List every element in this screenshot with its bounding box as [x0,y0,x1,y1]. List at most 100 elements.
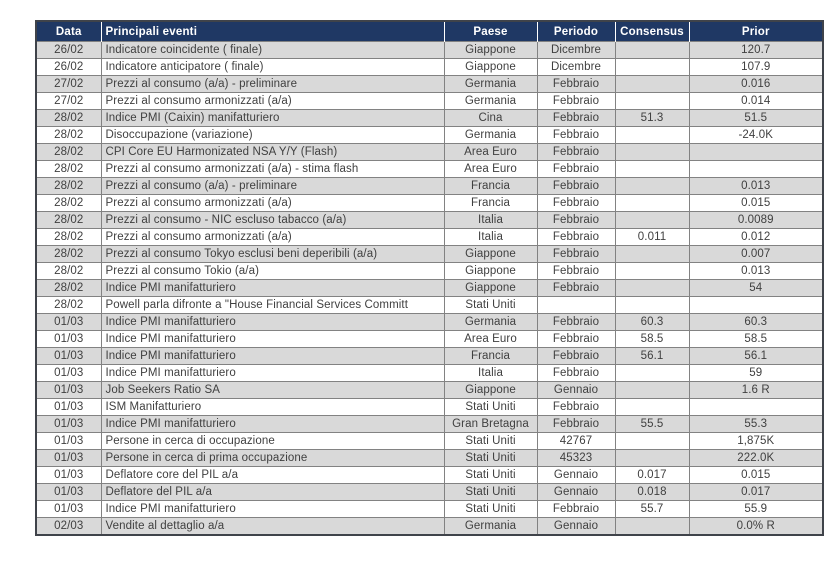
table-row: 27/02 Prezzi al consumo armonizzati (a/a… [35,92,824,110]
cell-event: Prezzi al consumo armonizzati (a/a) [100,92,445,110]
cell-country: Italia [443,211,538,229]
cell-event: Prezzi al consumo armonizzati (a/a) [100,228,445,246]
cell-consensus: 55.7 [614,500,690,518]
cell-date: 01/03 [35,381,102,399]
table-row: 01/03 Indice PMI manifatturiero Germania… [35,313,824,331]
cell-consensus [614,449,690,467]
cell-prior: 0.013 [688,262,824,280]
cell-period: Gennaio [536,517,616,536]
cell-period: Dicembre [536,58,616,76]
cell-prior: 55.9 [688,500,824,518]
cell-event: Prezzi al consumo (a/a) - preliminare [100,75,445,93]
cell-date: 28/02 [35,194,102,212]
table-row: 28/02 Prezzi al consumo armonizzati (a/a… [35,228,824,246]
cell-period: Febbraio [536,194,616,212]
cell-event: Powell parla difronte a "House Financial… [100,296,445,314]
cell-date: 28/02 [35,296,102,314]
cell-prior: 54 [688,279,824,297]
cell-date: 28/02 [35,228,102,246]
cell-country: Giappone [443,262,538,280]
cell-consensus [614,517,690,536]
cell-date: 02/03 [35,517,102,536]
economic-calendar-table: Data Principali eventi Paese Periodo Con… [35,20,824,536]
cell-country: Giappone [443,41,538,59]
cell-prior: 0.0% R [688,517,824,536]
col-header-consensus: Consensus [615,21,690,42]
cell-event: Job Seekers Ratio SA [100,381,445,399]
cell-country: Area Euro [443,160,538,178]
cell-period: Dicembre [536,41,616,59]
cell-country: Germania [443,126,538,144]
cell-country: Italia [443,228,538,246]
cell-date: 01/03 [35,347,102,365]
cell-prior: 55.3 [688,415,824,433]
cell-period: Febbraio [536,211,616,229]
cell-event: Indice PMI manifatturiero [100,313,445,331]
cell-period: Febbraio [536,330,616,348]
cell-period: 42767 [536,432,616,450]
cell-consensus: 55.5 [614,415,690,433]
cell-consensus [614,262,690,280]
cell-event: Prezzi al consumo Tokio (a/a) [100,262,445,280]
cell-country: Gran Bretagna [443,415,538,433]
cell-event: Prezzi al consumo armonizzati (a/a) - st… [100,160,445,178]
cell-event: Indice PMI manifatturiero [100,330,445,348]
cell-period: Febbraio [536,262,616,280]
cell-date: 28/02 [35,262,102,280]
cell-date: 01/03 [35,313,102,331]
cell-prior: 1,875K [688,432,824,450]
table-row: 28/02 Prezzi al consumo - NIC escluso ta… [35,211,824,229]
cell-event: Prezzi al consumo (a/a) - preliminare [100,177,445,195]
economic-calendar: Data Principali eventi Paese Periodo Con… [35,20,824,536]
cell-event: Indice PMI (Caixin) manifatturiero [100,109,445,127]
cell-date: 01/03 [35,449,102,467]
table-row: 02/03 Vendite al dettaglio a/a Germania … [35,517,824,536]
cell-consensus [614,143,690,161]
cell-date: 28/02 [35,177,102,195]
cell-consensus: 0.018 [614,483,690,501]
cell-period [536,296,616,314]
cell-prior: 51.5 [688,109,824,127]
cell-prior: 0.015 [688,466,824,484]
cell-event: Indice PMI manifatturiero [100,347,445,365]
cell-prior: 58.5 [688,330,824,348]
col-header-prior: Prior [689,21,823,42]
cell-period: Febbraio [536,75,616,93]
col-header-eventi: Principali eventi [101,21,445,42]
table-row: 01/03 Indice PMI manifatturiero Area Eur… [35,330,824,348]
cell-consensus [614,432,690,450]
cell-event: Indice PMI manifatturiero [100,364,445,382]
col-header-paese: Paese [444,21,538,42]
table-row: 01/03 Indice PMI manifatturiero Francia … [35,347,824,365]
cell-country: Area Euro [443,330,538,348]
cell-prior: -24.0K [688,126,824,144]
cell-country: Germania [443,517,538,536]
cell-country: Giappone [443,245,538,263]
cell-event: Vendite al dettaglio a/a [100,517,445,536]
cell-period: 45323 [536,449,616,467]
cell-country: Stati Uniti [443,449,538,467]
cell-prior [688,143,824,161]
cell-country: Germania [443,92,538,110]
cell-date: 28/02 [35,211,102,229]
cell-country: Stati Uniti [443,296,538,314]
cell-consensus: 58.5 [614,330,690,348]
cell-event: Persone in cerca di prima occupazione [100,449,445,467]
cell-consensus: 56.1 [614,347,690,365]
cell-consensus [614,398,690,416]
cell-consensus [614,211,690,229]
col-header-data: Data [36,21,102,42]
cell-period: Gennaio [536,483,616,501]
cell-date: 27/02 [35,75,102,93]
cell-date: 01/03 [35,466,102,484]
cell-prior: 0.012 [688,228,824,246]
cell-date: 27/02 [35,92,102,110]
cell-period: Febbraio [536,415,616,433]
cell-date: 01/03 [35,483,102,501]
cell-date: 01/03 [35,330,102,348]
cell-consensus [614,245,690,263]
table-row: 28/02 Indice PMI (Caixin) manifatturiero… [35,109,824,127]
table-row: 28/02 CPI Core EU Harmonizated NSA Y/Y (… [35,143,824,161]
cell-date: 28/02 [35,126,102,144]
cell-period: Febbraio [536,313,616,331]
